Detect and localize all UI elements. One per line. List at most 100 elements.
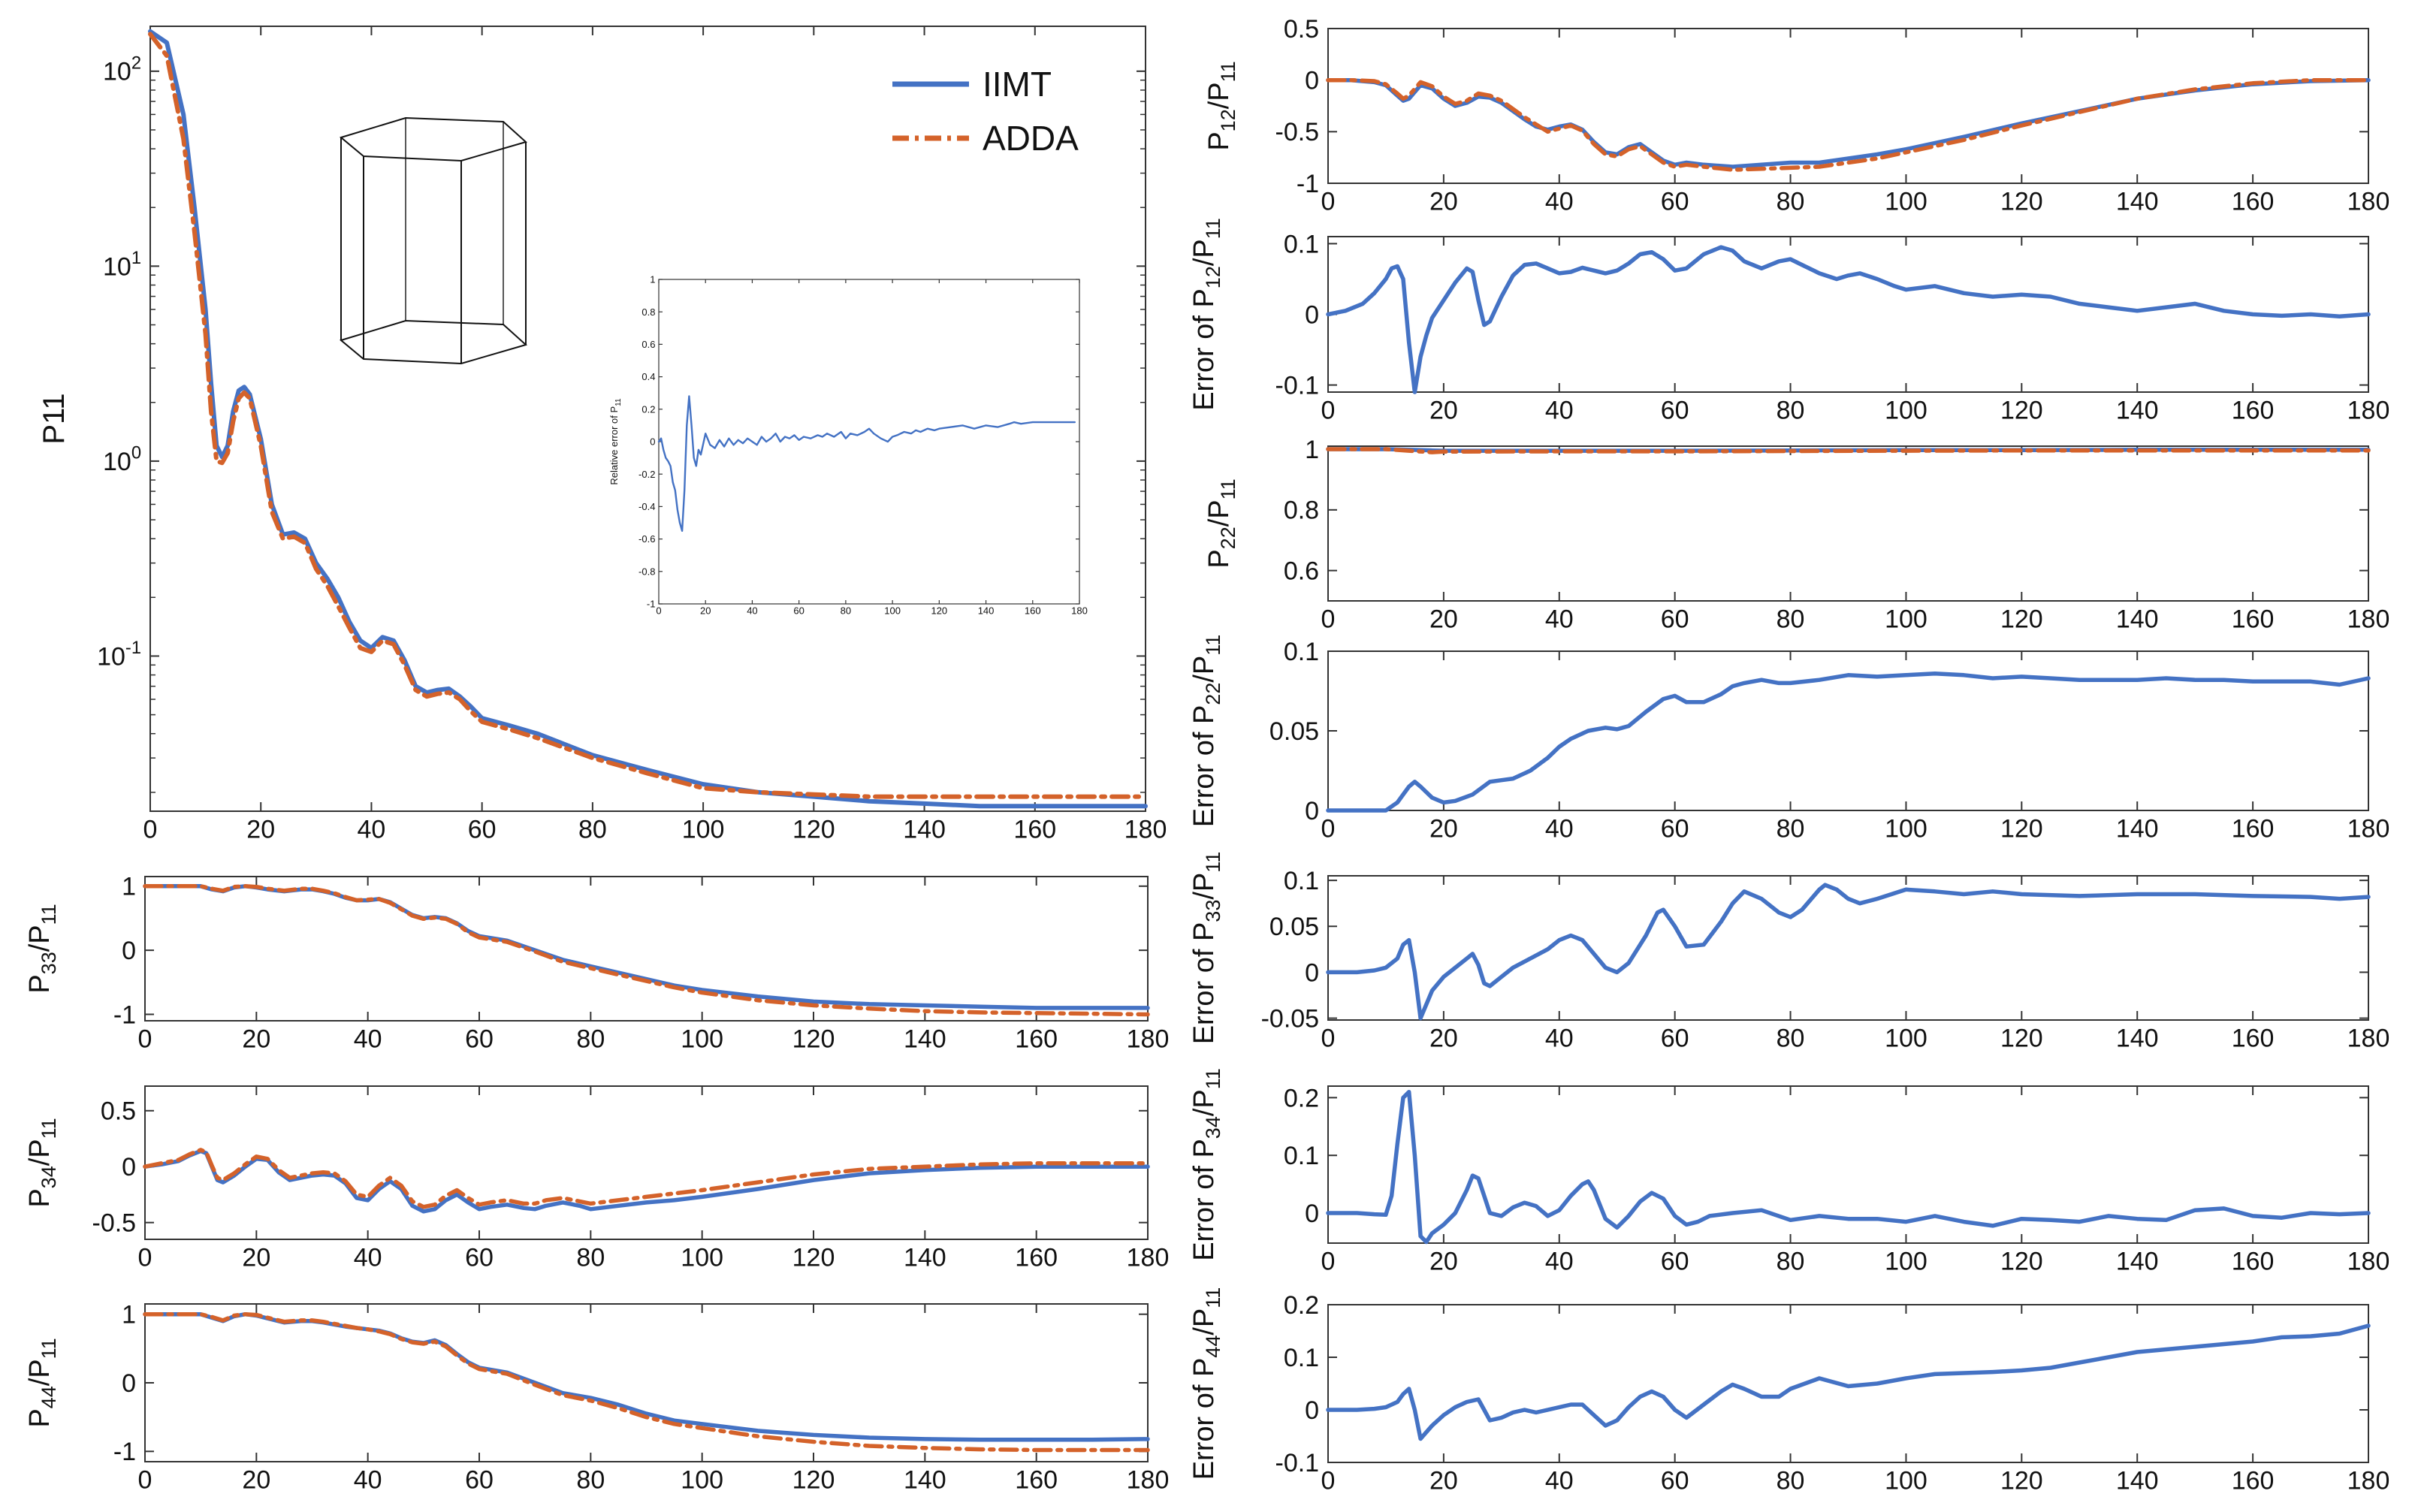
inset-ytick-label: 0.6 [641,339,655,350]
err12-axes-frame [1327,236,2369,393]
err22-xtick-label: 180 [2347,815,2390,844]
p34-series-adda [143,1148,1150,1209]
inset-ytick-label: -0.8 [638,566,655,577]
inset-ytick-label: 0 [650,436,655,448]
p33-xtick-label: 120 [792,1025,835,1054]
p12-xtick-label: 180 [2347,188,2390,216]
err33-xtick-label: 180 [2347,1025,2390,1053]
err12-ytick-label: 0 [1305,300,1319,329]
inset-axes-frame [658,279,1080,605]
err34-ytick-label: 0 [1305,1200,1319,1228]
err44-xtick-label: 40 [1545,1467,1574,1495]
p22-ytick-label: 0.8 [1284,496,1319,525]
inset-xtick-label: 40 [747,605,757,617]
inset-ytick-label: -1 [647,599,656,610]
inset-xtick-label: 120 [931,605,947,617]
p33-xtick-label: 140 [904,1025,946,1054]
err12-ylabel: Error of P12/P11 [1188,218,1224,411]
p44-ytick-label: -1 [113,1438,136,1466]
inset-series-iimt [657,395,1076,532]
err12-ytick-label: -0.1 [1275,371,1320,400]
p22-xtick-label: 100 [1885,605,1927,634]
err34-ylabel: Error of P34/P11 [1188,1068,1224,1261]
p12-ytick-label: -1 [1297,170,1319,198]
p11-xtick-label: 140 [903,816,946,844]
p33-xtick-label: 180 [1127,1025,1170,1054]
err22-xtick-label: 20 [1429,815,1458,844]
p34-xtick-label: 180 [1127,1244,1170,1272]
inset-ytick-label: 0.4 [641,371,655,382]
p12-xtick-label: 120 [2000,188,2043,216]
err34-xtick-label: 60 [1661,1248,1689,1276]
p22-xtick-label: 60 [1661,605,1689,634]
inset-ytick-label: -0.4 [638,501,655,512]
inset-ytick-label: 0.2 [641,403,655,415]
err44-xtick-label: 80 [1777,1467,1805,1495]
err22-xtick-label: 0 [1321,815,1336,844]
p44-axes-frame [144,1303,1149,1462]
inset-ytick-label: -0.6 [638,533,655,545]
inset-xtick-label: 140 [978,605,995,617]
panel-err33: 0 20 40 60 80 100 120 140 160 180-0.0500.050.1Err… [1188,852,2389,1053]
p33-axes-frame [144,876,1149,1022]
err33-series-iimt [1326,883,2371,1021]
err33-ytick-label: 0.05 [1269,913,1319,941]
p11-xtick-label: 0 [143,816,158,844]
p44-xtick-label: 40 [354,1466,382,1495]
p11-ytick-label: 100 [103,442,141,475]
p12-xtick-label: 20 [1429,188,1458,216]
p11-xtick-label: 60 [468,816,497,844]
err44-ytick-label: 0 [1305,1396,1319,1425]
p34-xtick-label: 80 [576,1244,605,1272]
err12-xtick-label: 80 [1777,397,1805,425]
p44-xtick-label: 80 [576,1466,605,1495]
p11-ytick-label: 102 [103,53,141,86]
p22-series-adda [1326,447,2371,454]
err12-xtick-label: 140 [2116,397,2159,425]
inset-xtick-label: 180 [1071,605,1088,617]
p33-series-adda [143,884,1150,1017]
err12-xtick-label: 0 [1321,397,1336,425]
inset-xtick-label: 160 [1025,605,1041,617]
inset-xtick-label: 20 [700,605,711,617]
err34-xtick-label: 0 [1321,1248,1336,1276]
err34-xtick-label: 100 [1885,1248,1927,1276]
err44-ytick-label: 0.1 [1284,1344,1319,1372]
err12-xtick-label: 60 [1661,397,1689,425]
p44-xtick-label: 160 [1015,1466,1058,1495]
p44-xtick-label: 140 [904,1466,946,1495]
p12-xtick-label: 0 [1321,188,1336,216]
err22-xtick-label: 40 [1545,815,1574,844]
legend-iimt-label: IIMT [983,65,1052,104]
err22-xtick-label: 60 [1661,815,1689,844]
inset-ytick-label: -0.2 [638,469,655,480]
p11-xtick-label: 20 [246,816,275,844]
err33-xtick-label: 80 [1777,1025,1805,1053]
err22-ytick-label: 0 [1305,797,1319,825]
err34-ytick-label: 0.1 [1284,1142,1319,1170]
err22-ylabel: Error of P22/P11 [1188,635,1224,828]
p34-xtick-label: 0 [138,1244,152,1272]
inset-xtick-label: 80 [841,605,851,617]
err44-ytick-label: 0.2 [1284,1291,1319,1320]
p33-xtick-label: 100 [681,1025,723,1054]
err44-xtick-label: 0 [1321,1467,1336,1495]
p33-xtick-label: 80 [576,1025,605,1054]
err44-xtick-label: 140 [2116,1467,2159,1495]
p33-xtick-label: 40 [354,1025,382,1054]
inset-ytick-label: 0.8 [641,306,655,318]
err44-xtick-label: 100 [1885,1467,1927,1495]
p22-xtick-label: 0 [1321,605,1336,634]
err12-xtick-label: 100 [1885,397,1927,425]
err34-ytick-label: 0.2 [1284,1084,1319,1112]
err12-ytick-label: 0.1 [1284,230,1319,258]
p12-xtick-label: 60 [1661,188,1689,216]
p11-ylabel: P11 [38,393,71,444]
p11-xtick-label: 40 [358,816,386,844]
p12-ylabel: P12/P11 [1203,61,1239,150]
p12-xtick-label: 40 [1545,188,1574,216]
p33-xtick-label: 160 [1015,1025,1058,1054]
p44-xtick-label: 120 [792,1466,835,1495]
p34-xtick-label: 100 [681,1244,723,1272]
